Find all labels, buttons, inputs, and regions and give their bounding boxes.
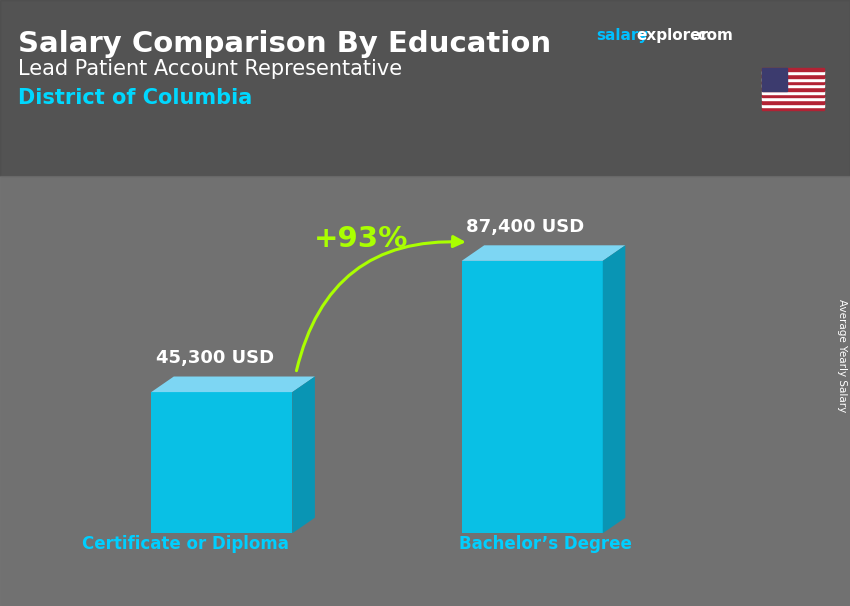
Polygon shape xyxy=(292,376,314,533)
Bar xyxy=(762,101,824,104)
FancyArrowPatch shape xyxy=(297,236,462,371)
Text: salary: salary xyxy=(596,28,649,43)
Bar xyxy=(762,91,824,94)
Text: Lead Patient Account Representative: Lead Patient Account Representative xyxy=(18,59,402,79)
Text: .com: .com xyxy=(693,28,734,43)
Text: Certificate or Diploma: Certificate or Diploma xyxy=(82,535,288,553)
Polygon shape xyxy=(151,376,314,392)
Bar xyxy=(762,104,824,107)
Bar xyxy=(762,87,824,91)
Text: 87,400 USD: 87,400 USD xyxy=(466,218,584,236)
Bar xyxy=(762,78,824,81)
Bar xyxy=(762,97,824,101)
Bar xyxy=(762,94,824,97)
Text: District of Columbia: District of Columbia xyxy=(18,88,252,108)
Bar xyxy=(0,176,850,606)
Bar xyxy=(762,84,824,87)
Text: +93%: +93% xyxy=(314,225,408,253)
Bar xyxy=(762,75,824,78)
Text: explorer: explorer xyxy=(636,28,708,43)
Text: Bachelor’s Degree: Bachelor’s Degree xyxy=(458,535,632,553)
Bar xyxy=(762,72,824,75)
Text: 45,300 USD: 45,300 USD xyxy=(156,349,274,367)
Bar xyxy=(762,68,824,72)
Text: Salary Comparison By Education: Salary Comparison By Education xyxy=(18,30,551,58)
Polygon shape xyxy=(151,392,292,533)
Text: Average Yearly Salary: Average Yearly Salary xyxy=(837,299,847,413)
Polygon shape xyxy=(462,261,603,533)
Bar xyxy=(0,0,850,176)
Bar xyxy=(762,68,787,91)
Bar xyxy=(762,107,824,110)
Bar xyxy=(762,81,824,84)
Polygon shape xyxy=(462,245,626,261)
Polygon shape xyxy=(603,245,626,533)
